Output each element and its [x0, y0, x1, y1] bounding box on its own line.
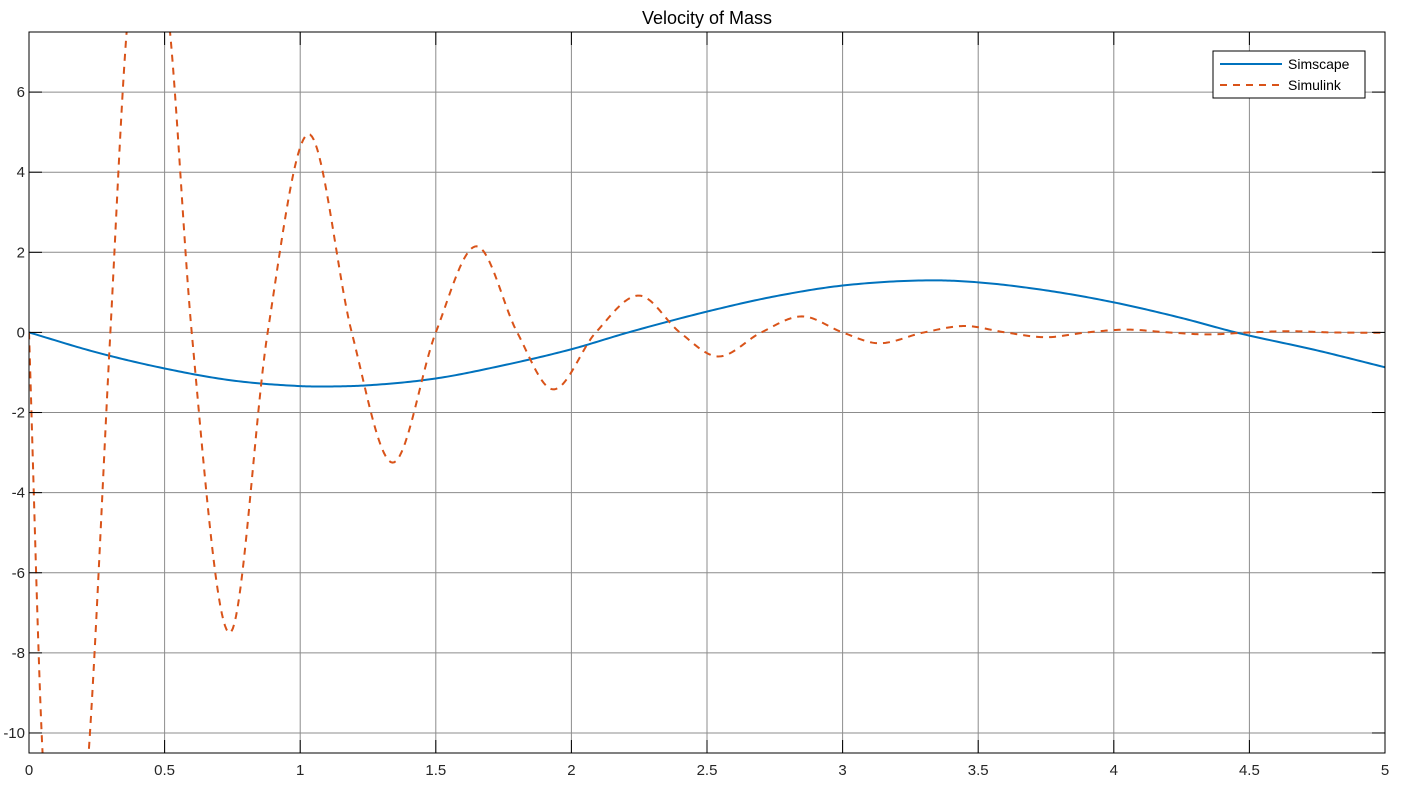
chart-title: Velocity of Mass [642, 8, 772, 28]
legend-box [1212, 50, 1366, 99]
legend[interactable]: Simscape Simulink [1212, 50, 1366, 99]
x-tick-label: 3.5 [968, 762, 989, 779]
series-line-simulink [29, 32, 1385, 753]
legend-label-simulink: Simulink [1288, 77, 1342, 93]
grid [28, 32, 1386, 753]
y-tick-label: 4 [17, 164, 25, 181]
y-tick-label: -6 [12, 565, 25, 582]
x-tick-label: 5 [1381, 762, 1389, 779]
y-tick-label: 6 [17, 84, 25, 101]
y-tick-label: -8 [12, 645, 25, 662]
series-line-simscape [29, 279, 1385, 388]
y-tick-label: -4 [12, 485, 25, 502]
x-tick-label: 0.5 [154, 762, 175, 779]
x-tick-label: 4.5 [1239, 762, 1260, 779]
x-tick-label: 4 [1110, 762, 1118, 779]
x-tick-label: 2.5 [697, 762, 718, 779]
x-tick-label: 3 [838, 762, 846, 779]
plot-lines [29, 32, 1385, 753]
x-tick-label: 1.5 [425, 762, 446, 779]
y-tick-label: -10 [3, 725, 25, 742]
x-tick-label: 1 [296, 762, 304, 779]
axis-ticks: 0 0.5 1 1.5 2 2.5 3 3.5 4 4.5 5 -10 -8 -6 -4 -2 0 2 4 6 [3, 32, 1389, 779]
x-tick-label: 0 [25, 762, 33, 779]
x-tick-label: 2 [567, 762, 575, 779]
y-tick-label: 2 [17, 244, 25, 261]
y-tick-label: -2 [12, 405, 25, 422]
y-tick-label: 0 [17, 324, 25, 341]
legend-label-simscape: Simscape [1288, 56, 1350, 72]
